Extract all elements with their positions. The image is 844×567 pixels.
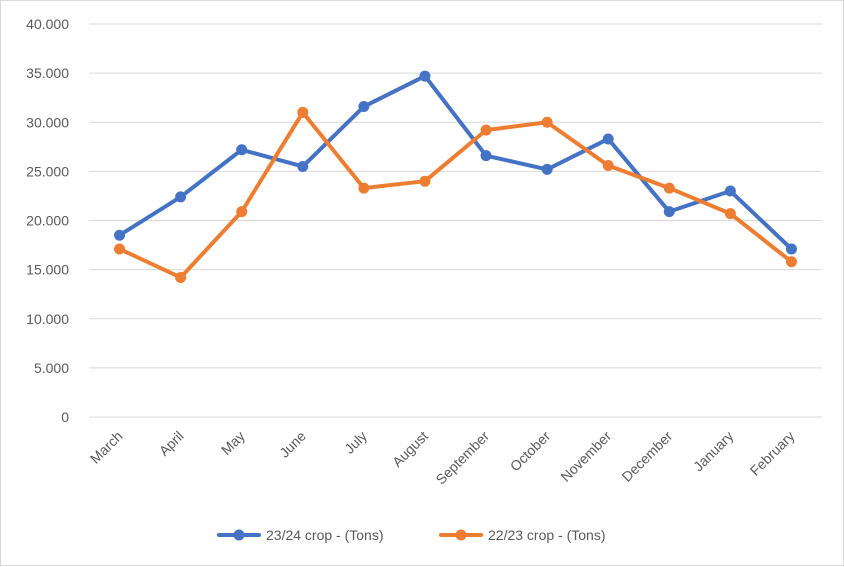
series-line — [117, 74, 794, 251]
x-tick-label: December — [618, 428, 675, 485]
data-point — [114, 229, 126, 241]
gridlines — [89, 23, 822, 418]
data-point — [785, 243, 797, 255]
y-tick-label: 35.000 — [26, 65, 69, 81]
data-point — [236, 206, 248, 218]
y-tick-label: 5.000 — [34, 360, 69, 376]
legend-marker — [233, 529, 245, 541]
series-lines — [114, 70, 797, 283]
legend-label: 23/24 crop - (Tons) — [266, 527, 384, 543]
y-tick-label: 0 — [61, 409, 69, 425]
data-point — [419, 70, 431, 82]
x-tick-label: April — [156, 428, 187, 459]
legend: 23/24 crop - (Tons) 22/23 crop - (Tons) — [217, 527, 606, 543]
y-tick-label: 10.000 — [26, 311, 69, 327]
data-point — [114, 243, 126, 255]
x-tick-label: February — [747, 428, 798, 479]
data-point — [358, 182, 370, 194]
legend-item: 23/24 crop - (Tons) — [217, 527, 384, 543]
legend-item: 22/23 crop - (Tons) — [439, 527, 606, 543]
series-1 — [114, 70, 797, 255]
data-point — [419, 175, 431, 187]
x-tick-label: September — [432, 428, 492, 488]
data-point — [602, 159, 614, 171]
legend-marker — [455, 529, 467, 541]
data-point — [663, 182, 675, 194]
x-tick-label: June — [276, 428, 309, 461]
series-line — [117, 110, 794, 280]
data-point — [297, 106, 309, 118]
data-point — [602, 133, 614, 145]
series-2 — [114, 106, 797, 283]
data-point — [785, 256, 797, 268]
y-tick-label: 40.000 — [26, 16, 69, 32]
x-tick-label: July — [341, 428, 370, 457]
data-point — [724, 185, 736, 197]
x-tick-label: May — [218, 428, 248, 458]
legend-label: 22/23 crop - (Tons) — [488, 527, 606, 543]
x-tick-label: March — [87, 428, 126, 467]
data-point — [175, 271, 187, 283]
y-tick-label: 30.000 — [26, 114, 69, 130]
x-tick-label: October — [507, 428, 554, 475]
data-point — [236, 144, 248, 156]
data-point — [480, 124, 492, 136]
x-tick-label: November — [557, 428, 614, 485]
y-tick-label: 25.000 — [26, 163, 69, 179]
data-point — [541, 116, 553, 128]
data-point — [175, 191, 187, 203]
y-tick-label: 15.000 — [26, 262, 69, 278]
data-point — [724, 208, 736, 220]
x-tick-label: January — [690, 428, 737, 475]
x-tick-label: August — [389, 428, 431, 470]
data-point — [297, 160, 309, 172]
data-point — [541, 163, 553, 175]
y-tick-label: 20.000 — [26, 213, 69, 229]
data-point — [358, 101, 370, 113]
data-point — [480, 150, 492, 162]
y-axis-ticks: 0 5.000 10.000 15.000 20.000 25.000 30.000 35.0… — [26, 16, 69, 425]
x-axis-ticks: March April May June July August September Octo… — [87, 428, 798, 488]
data-point — [663, 206, 675, 218]
